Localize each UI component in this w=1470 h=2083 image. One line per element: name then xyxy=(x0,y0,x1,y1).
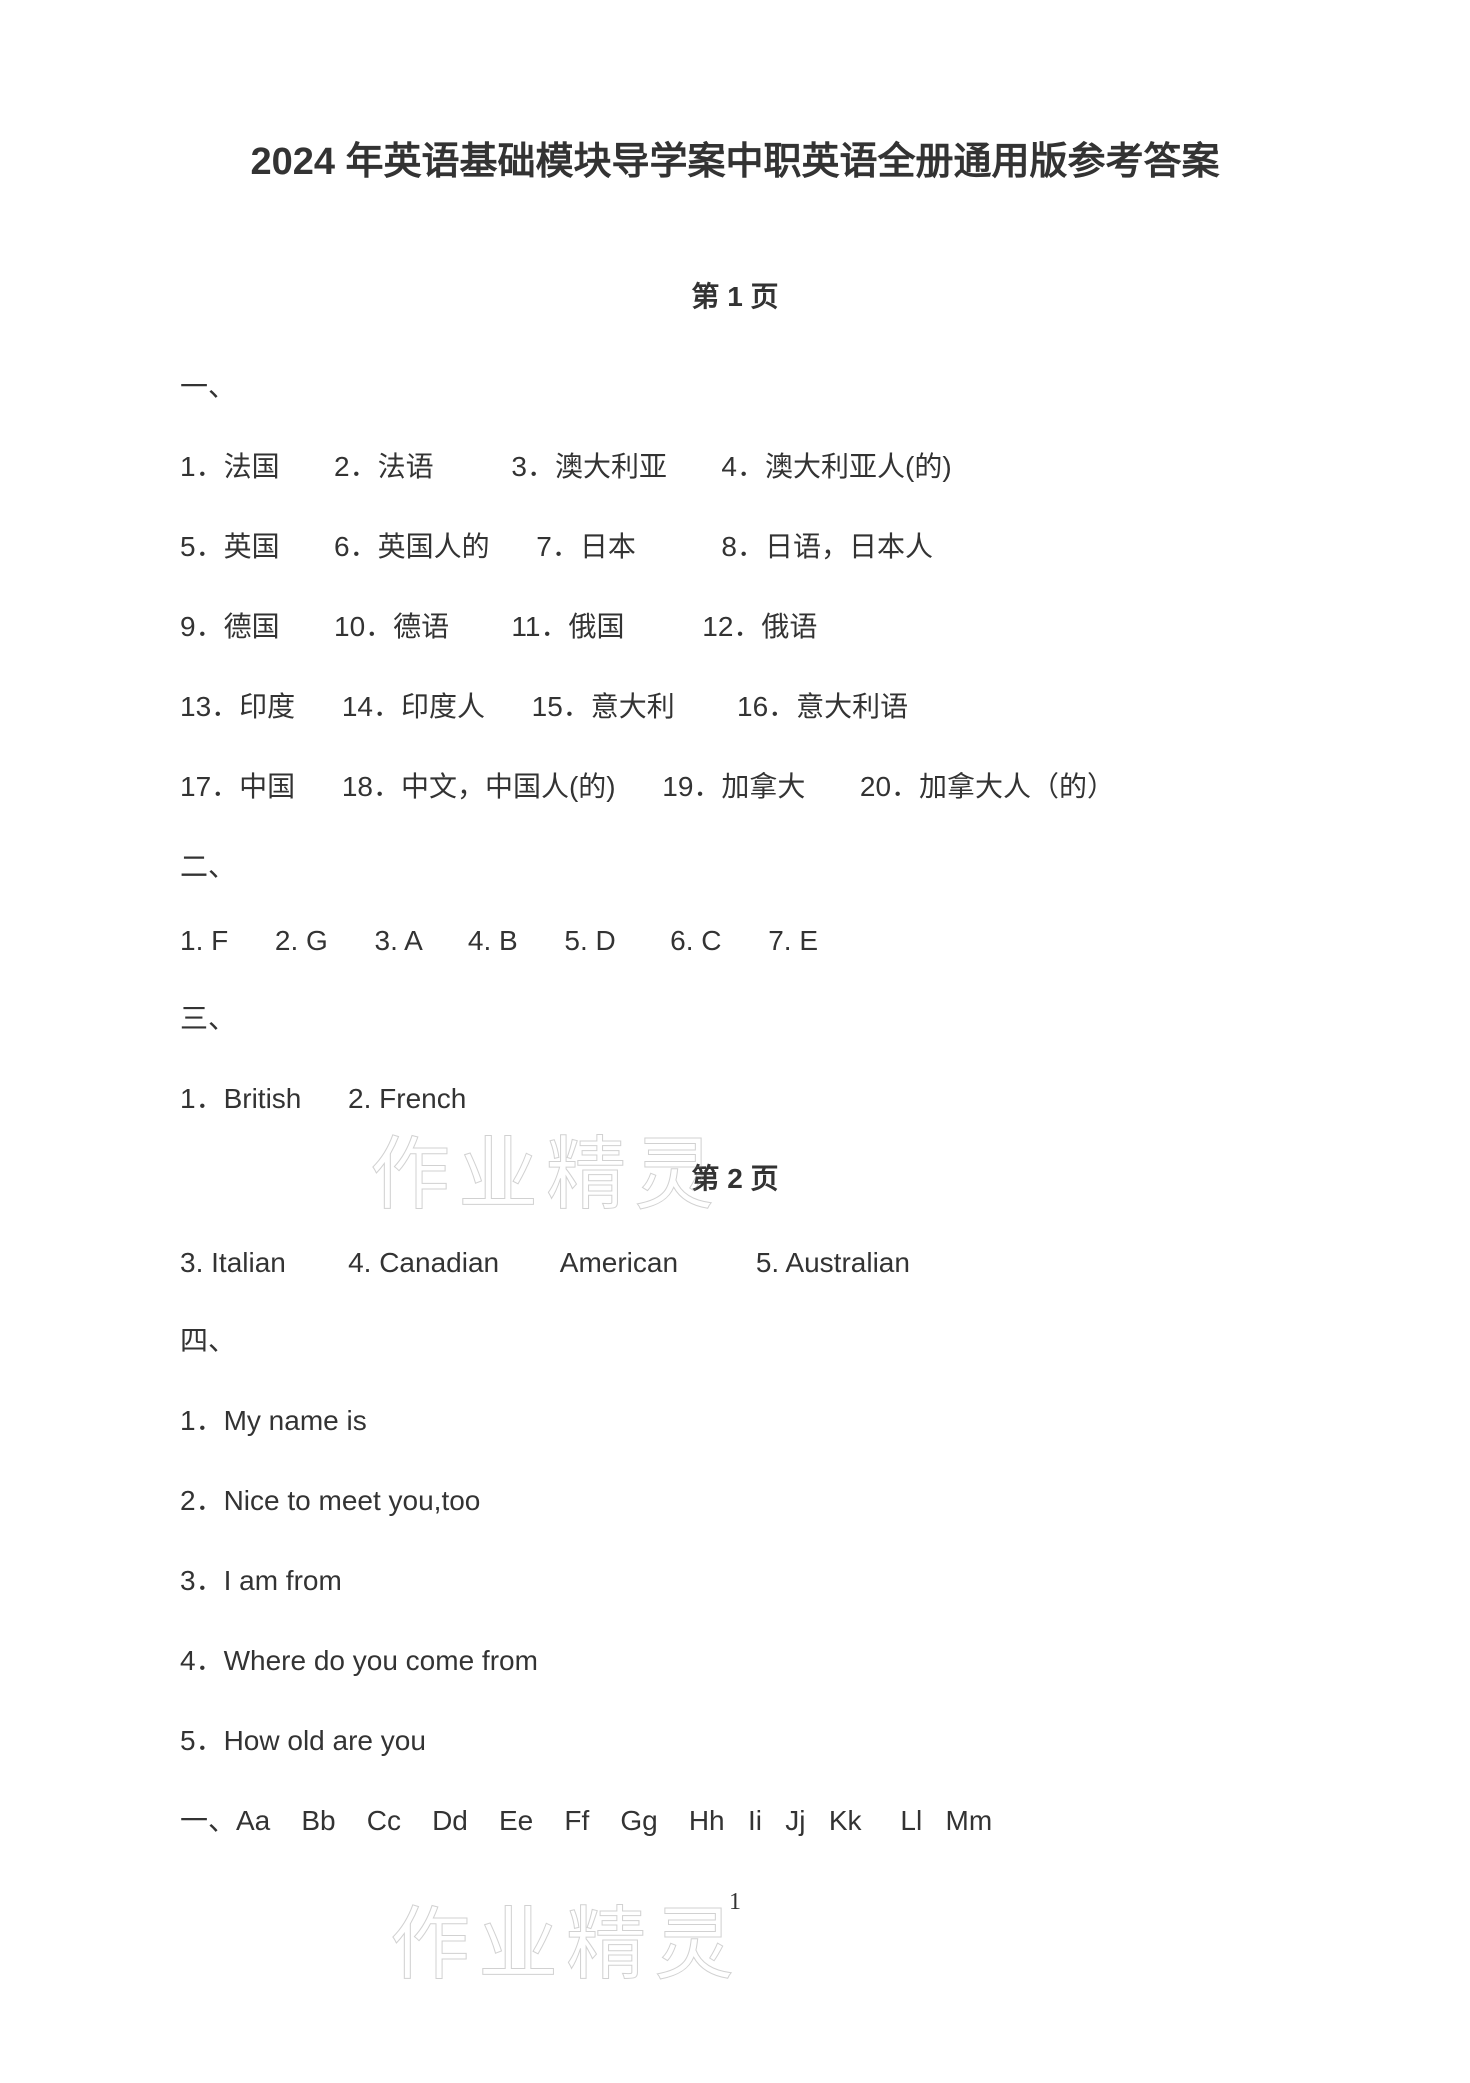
section-2-row: 1. F 2. G 3. A 4. B 5. D 6. C 7. E xyxy=(180,925,1290,957)
section-4-row: 5．How old are you xyxy=(180,1719,1290,1759)
page-2-header: 第 2 页 xyxy=(180,1157,1290,1197)
section-5-row: 一、Aa Bb Cc Dd Ee Ff Gg Hh Ii Jj Kk Ll Mm xyxy=(180,1799,1290,1839)
page-1-header: 第 1 页 xyxy=(180,275,1290,315)
section-4-row: 3．I am from xyxy=(180,1559,1290,1599)
section-4-row: 2．Nice to meet you,too xyxy=(180,1479,1290,1519)
section-1-row: 13．印度 14．印度人 15．意大利 16．意大利语 xyxy=(180,685,1290,725)
document-title: 2024 年英语基础模块导学案中职英语全册通用版参考答案 xyxy=(180,130,1290,185)
section-1-row: 9．德国 10．德语 11．俄国 12．俄语 xyxy=(180,605,1290,645)
section-3-row: 3. Italian 4. Canadian American 5. Austr… xyxy=(180,1247,1290,1279)
section-1-row: 5．英国 6．英国人的 7．日本 8．日语，日本人 xyxy=(180,525,1290,565)
section-1-row: 1．法国 2．法语 3．澳大利亚 4．澳大利亚人(的) xyxy=(180,445,1290,485)
section-2-label: 二、 xyxy=(180,845,1290,885)
section-1-label: 一、 xyxy=(180,365,1290,405)
section-3-label: 三、 xyxy=(180,997,1290,1037)
section-4-row: 1．My name is xyxy=(180,1399,1290,1439)
section-1-row: 17．中国 18．中文，中国人(的) 19．加拿大 20．加拿大人（的） xyxy=(180,765,1290,805)
page-number: 1 xyxy=(180,1889,1290,1916)
section-3-row: 1．British 2. French xyxy=(180,1077,1290,1117)
section-4-label: 四、 xyxy=(180,1319,1290,1359)
section-4-row: 4．Where do you come from xyxy=(180,1639,1290,1679)
document-content: 作业精灵 作业精灵 2024 年英语基础模块导学案中职英语全册通用版参考答案 第… xyxy=(180,130,1290,1916)
